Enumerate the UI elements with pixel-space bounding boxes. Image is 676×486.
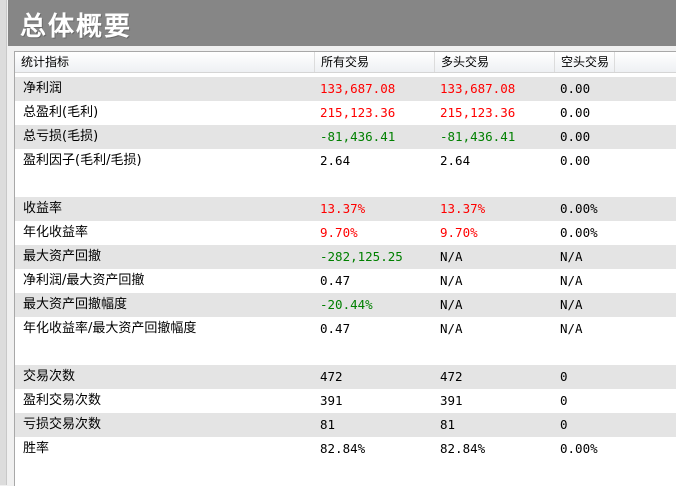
row-label: 年化收益率 (23, 225, 89, 240)
value-short: 0.00% (560, 441, 598, 456)
row-label: 盈利因子(毛利/毛损) (23, 153, 142, 168)
value-long: 215,123.36 (440, 105, 516, 120)
value-all: 82.84% (320, 441, 366, 456)
value-short: N/A (560, 297, 583, 312)
value-long: 472 (440, 369, 463, 384)
table-row: 盈利交易次数 391 391 0 (15, 389, 676, 413)
value-all: 133,687.08 (320, 81, 396, 96)
table-row: 总盈利(毛利) 215,123.36 215,123.36 0.00 (15, 101, 676, 125)
value-short: N/A (560, 321, 583, 336)
table-row: 交易次数 472 472 0 (15, 365, 676, 389)
value-all: -282,125.25 (320, 249, 403, 264)
value-long: 2.64 (440, 153, 471, 168)
row-label: 收益率 (23, 201, 63, 216)
value-short: 0.00 (560, 105, 591, 120)
value-all: 472 (320, 369, 343, 384)
value-short: 0 (560, 417, 568, 432)
value-long: 9.70% (440, 225, 478, 240)
row-label: 总盈利(毛利) (23, 105, 99, 120)
table-row: 收益率 13.37% 13.37% 0.00% (15, 197, 676, 221)
row-label: 亏损交易次数 (23, 417, 102, 432)
value-long: N/A (440, 297, 463, 312)
value-all: 391 (320, 393, 343, 408)
row-label: 总亏损(毛损) (23, 129, 99, 144)
column-header-metric[interactable]: 统计指标 (15, 52, 315, 72)
value-long: 133,687.08 (440, 81, 516, 96)
value-short: 0.00 (560, 129, 591, 144)
table-row: 净利润 133,687.08 133,687.08 0.00 (15, 77, 676, 101)
value-long: -81,436.41 (440, 129, 516, 144)
value-long: N/A (440, 321, 463, 336)
summary-table: 统计指标 所有交易 多头交易 空头交易 净利润 133,687.08 133,6… (14, 51, 676, 486)
table-row: 年化收益率 9.70% 9.70% 0.00% (15, 221, 676, 245)
value-long: N/A (440, 273, 463, 288)
table-row: 年化收益率/最大资产回撤幅度 0.47 N/A N/A (15, 317, 676, 341)
table-row: 胜率 82.84% 82.84% 0.00% (15, 437, 676, 461)
value-short: 0.00 (560, 81, 591, 96)
table-row: 最大资产回撤 -282,125.25 N/A N/A (15, 245, 676, 269)
value-short: 0.00 (560, 153, 591, 168)
value-long: 81 (440, 417, 456, 432)
value-long: 391 (440, 393, 463, 408)
table-row: 总亏损(毛损) -81,436.41 -81,436.41 0.00 (15, 125, 676, 149)
table-row: 净利润/最大资产回撤 0.47 N/A N/A (15, 269, 676, 293)
value-all: 9.70% (320, 225, 358, 240)
page-title: 总体概要 (20, 12, 133, 42)
value-short: N/A (560, 273, 583, 288)
value-all: 13.37% (320, 201, 366, 216)
spacer-row (15, 173, 676, 197)
column-header-all-trades[interactable]: 所有交易 (315, 52, 435, 72)
value-short: 0.00% (560, 201, 598, 216)
row-label: 净利润/最大资产回撤 (23, 273, 145, 288)
value-all: 0.47 (320, 321, 351, 336)
row-label: 最大资产回撤 (23, 249, 102, 264)
table-header: 统计指标 所有交易 多头交易 空头交易 (15, 52, 676, 73)
table-row: 亏损交易次数 81 81 0 (15, 413, 676, 437)
value-long: N/A (440, 249, 463, 264)
row-label: 胜率 (23, 441, 50, 456)
window-left-edge (0, 0, 7, 485)
row-label: 交易次数 (23, 369, 76, 384)
row-label: 最大资产回撤幅度 (23, 297, 128, 312)
value-all: 0.47 (320, 273, 351, 288)
value-short: 0.00% (560, 225, 598, 240)
column-header-short-trades[interactable]: 空头交易 (555, 52, 615, 72)
table-row: 最大资产回撤幅度 -20.44% N/A N/A (15, 293, 676, 317)
value-all: -20.44% (320, 297, 373, 312)
value-short: 0 (560, 393, 568, 408)
table-body: 净利润 133,687.08 133,687.08 0.00 总盈利(毛利) 2… (15, 77, 676, 461)
table-row: 盈利因子(毛利/毛损) 2.64 2.64 0.00 (15, 149, 676, 173)
column-header-long-trades[interactable]: 多头交易 (435, 52, 555, 72)
value-short: 0 (560, 369, 568, 384)
value-all: 81 (320, 417, 336, 432)
value-long: 13.37% (440, 201, 486, 216)
value-all: -81,436.41 (320, 129, 396, 144)
row-label: 年化收益率/最大资产回撤幅度 (23, 321, 197, 336)
row-label: 盈利交易次数 (23, 393, 102, 408)
value-all: 215,123.36 (320, 105, 396, 120)
value-long: 82.84% (440, 441, 486, 456)
row-label: 净利润 (23, 81, 63, 96)
value-all: 2.64 (320, 153, 351, 168)
summary-header: 总体概要 (8, 0, 676, 46)
spacer-row (15, 341, 676, 365)
value-short: N/A (560, 249, 583, 264)
